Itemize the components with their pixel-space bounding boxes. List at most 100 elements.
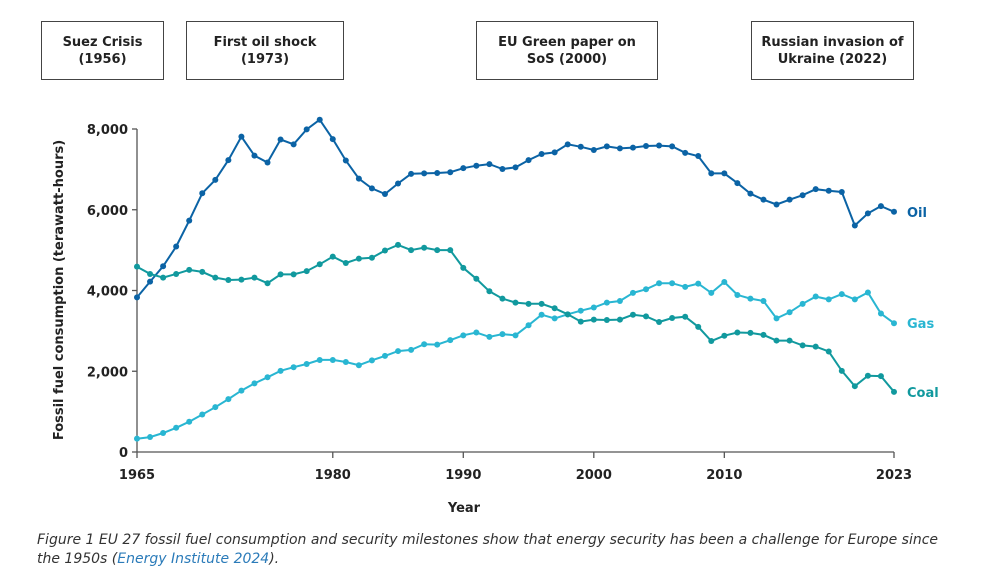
data-point-oil — [564, 141, 571, 148]
y-tick-label: 4,000 — [87, 285, 128, 300]
data-point-coal — [812, 343, 819, 350]
data-point-coal — [825, 348, 832, 355]
data-point-coal — [799, 342, 806, 349]
data-point-gas — [799, 300, 806, 307]
data-point-oil — [264, 159, 271, 166]
data-point-coal — [434, 247, 441, 254]
data-point-oil — [303, 126, 310, 133]
data-point-oil — [656, 142, 663, 149]
caption-source-link[interactable]: Energy Institute 2024 — [117, 551, 270, 567]
series-line-oil — [136, 118, 895, 299]
data-point-coal — [747, 329, 754, 336]
data-point-gas — [342, 358, 349, 365]
data-point-oil — [747, 190, 754, 197]
data-point-coal — [368, 254, 375, 261]
series-gas: Gas — [134, 279, 934, 442]
data-point-oil — [643, 142, 650, 149]
figure-caption: Figure 1 EU 27 fossil fuel consumption a… — [37, 531, 957, 569]
data-point-coal — [225, 277, 232, 284]
data-point-gas — [721, 279, 728, 286]
x-tick-label: 1980 — [315, 468, 351, 483]
data-point-gas — [512, 332, 519, 339]
x-tick-label: 2010 — [706, 468, 742, 483]
data-point-oil — [355, 175, 362, 182]
data-point-gas — [238, 387, 245, 394]
data-point-oil — [447, 169, 454, 176]
data-point-coal — [877, 373, 884, 380]
data-point-oil — [173, 243, 180, 250]
data-point-coal — [212, 274, 219, 281]
data-point-gas — [134, 435, 140, 442]
data-point-gas — [669, 280, 676, 287]
data-point-oil — [825, 187, 832, 194]
data-point-coal — [381, 247, 388, 254]
data-point-coal — [590, 316, 597, 323]
data-point-oil — [473, 162, 480, 169]
data-point-gas — [695, 280, 702, 287]
data-point-oil — [721, 170, 728, 177]
y-tick-label: 0 — [119, 446, 128, 461]
data-point-oil — [251, 152, 258, 159]
data-point-oil — [551, 149, 558, 156]
data-point-oil — [616, 145, 623, 152]
data-point-gas — [316, 356, 323, 363]
data-point-coal — [395, 241, 402, 248]
data-point-oil — [760, 196, 767, 203]
data-point-coal — [669, 314, 676, 321]
data-point-coal — [277, 271, 284, 278]
data-point-coal — [408, 247, 415, 254]
y-axis-label: Fossil fuel consumption (terawatt-hours) — [52, 140, 67, 440]
data-point-gas — [434, 341, 441, 348]
data-point-coal — [656, 318, 663, 325]
data-point-coal — [760, 331, 767, 338]
data-point-oil — [395, 180, 402, 187]
data-point-coal — [199, 268, 206, 275]
data-point-oil — [408, 170, 415, 177]
data-point-coal — [499, 295, 506, 302]
data-point-coal — [512, 299, 519, 306]
data-point-oil — [134, 294, 140, 301]
data-point-gas — [629, 289, 636, 296]
data-point-coal — [695, 323, 702, 330]
data-point-coal — [473, 275, 480, 282]
data-point-coal — [629, 311, 636, 318]
data-point-gas — [577, 307, 584, 314]
data-point-oil — [238, 133, 245, 140]
data-point-oil — [329, 136, 336, 143]
data-point-coal — [329, 253, 336, 260]
data-point-oil — [460, 165, 467, 172]
data-point-gas — [812, 293, 819, 300]
data-point-gas — [421, 341, 428, 348]
data-point-gas — [851, 296, 858, 303]
data-point-gas — [186, 418, 193, 425]
data-point-coal — [316, 261, 323, 268]
y-tick-label: 2,000 — [87, 365, 128, 380]
data-point-coal — [786, 337, 793, 344]
data-point-oil — [499, 165, 506, 172]
series-label-coal: Coal — [907, 386, 939, 401]
data-point-coal — [160, 274, 167, 281]
data-point-oil — [877, 203, 884, 210]
data-point-gas — [303, 360, 310, 367]
caption-text: Figure 1 EU 27 fossil fuel consumption a… — [37, 532, 939, 567]
data-point-gas — [708, 289, 715, 296]
data-point-coal — [486, 288, 493, 295]
data-point-coal — [721, 332, 728, 339]
y-tick-label: 8,000 — [87, 123, 128, 138]
data-point-gas — [212, 404, 219, 411]
milestone-eu-green-paper: EU Green paper on SoS (2000) — [476, 21, 658, 80]
data-point-gas — [290, 364, 297, 371]
data-point-coal — [421, 244, 428, 251]
data-point-coal — [290, 271, 297, 278]
data-point-oil — [891, 208, 897, 215]
data-point-gas — [251, 380, 258, 387]
data-point-gas — [264, 374, 271, 381]
data-point-gas — [603, 299, 610, 306]
data-point-oil — [290, 141, 297, 148]
data-point-coal — [616, 316, 623, 323]
data-point-coal — [538, 300, 545, 307]
data-point-gas — [408, 346, 415, 353]
data-point-gas — [381, 352, 388, 359]
data-point-gas — [773, 315, 780, 322]
